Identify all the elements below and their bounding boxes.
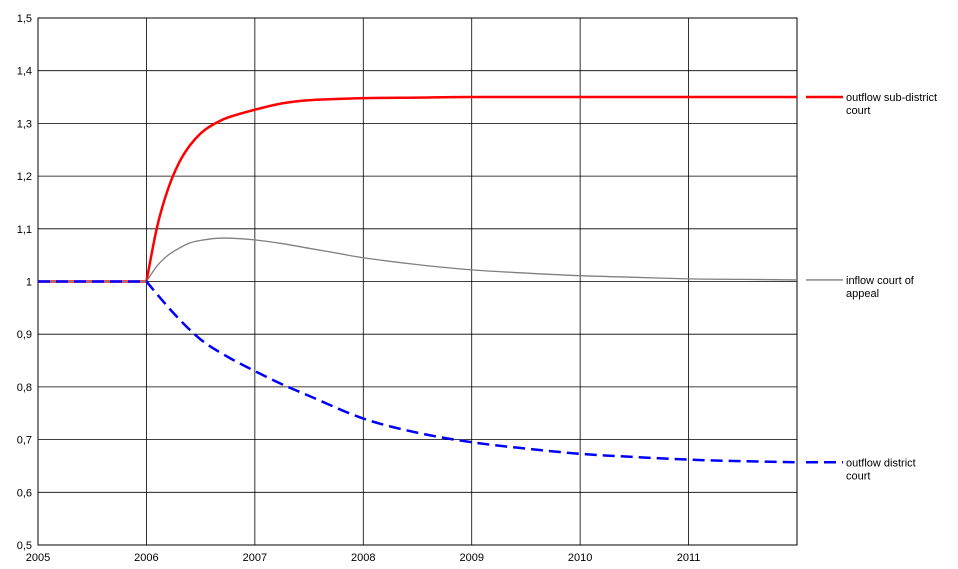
- y-tick-label: 0,5: [17, 540, 32, 552]
- y-tick-label: 0,9: [17, 329, 32, 341]
- x-tick-label: 2008: [351, 552, 375, 564]
- y-tick-label: 0,6: [17, 487, 32, 499]
- x-tick-label: 2011: [677, 552, 701, 564]
- legend-label-1: outflow sub-district court: [846, 92, 937, 117]
- x-tick-label: 2005: [26, 552, 50, 564]
- legend: outflow sub-district court inflow court of…: [806, 92, 937, 482]
- y-tick-label: 1,3: [17, 118, 32, 130]
- x-tick-label: 2007: [243, 552, 267, 564]
- y-axis-tick-labels: 0,5 0,6 0,7 0,8 0,9 1 1,1 1,2 1,3 1,4 1,5: [17, 13, 32, 552]
- y-tick-label: 0,8: [17, 382, 32, 394]
- y-tick-label: 1,1: [17, 224, 32, 236]
- gridlines: [38, 18, 797, 545]
- series-line-3: [38, 280, 798, 464]
- y-tick-label: 1,5: [17, 13, 32, 25]
- x-tick-label: 2006: [134, 552, 158, 564]
- legend-label-2: inflow court of appeal: [846, 275, 915, 300]
- series-lines: [38, 95, 798, 464]
- y-tick-label: 1,4: [17, 66, 32, 78]
- y-tick-label: 0,7: [17, 435, 32, 447]
- x-tick-label: 2010: [568, 552, 592, 564]
- x-axis-tick-labels: 2005 2006 2007 2008 2009 2010 2011: [26, 552, 701, 564]
- x-tick-label: 2009: [459, 552, 483, 564]
- y-tick-label: 1: [26, 277, 32, 289]
- legend-label-3: outflow district court: [846, 457, 916, 482]
- series-line-1: [38, 95, 797, 283]
- y-tick-label: 1,2: [17, 171, 32, 183]
- series-line-2: [38, 237, 798, 283]
